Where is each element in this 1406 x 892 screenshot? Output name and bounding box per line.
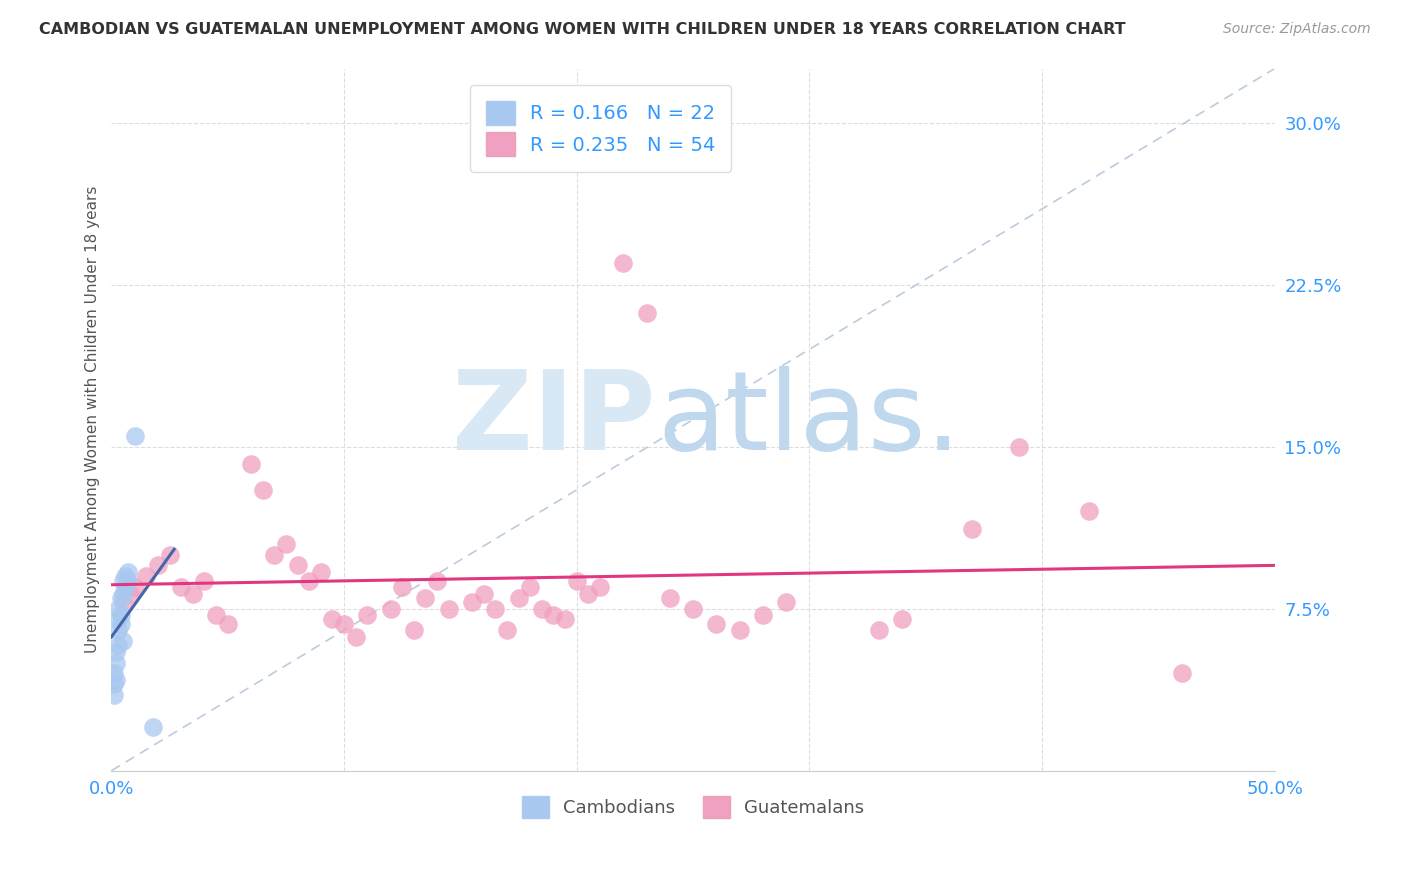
Point [135,569,157,583]
Point [356,608,378,623]
Point [146,558,169,573]
Point [105,645,128,659]
Point [391,580,413,594]
Point [461,595,484,609]
Point [117,574,139,588]
Point [287,558,309,573]
Point [508,591,530,605]
Point [402,624,425,638]
Point [263,548,285,562]
Point [107,601,129,615]
Text: Source: ZipAtlas.com: Source: ZipAtlas.com [1223,22,1371,37]
Point [589,580,612,594]
Point [124,429,146,443]
Point [110,591,132,605]
Point [415,591,437,605]
Point [554,612,576,626]
Point [1008,440,1031,454]
Point [110,616,132,631]
Point [142,721,165,735]
Point [496,624,519,638]
Point [103,666,125,681]
Text: ZIP: ZIP [451,366,655,473]
Point [960,522,983,536]
Text: CAMBODIAN VS GUATEMALAN UNEMPLOYMENT AMONG WOMEN WITH CHILDREN UNDER 18 YEARS CO: CAMBODIAN VS GUATEMALAN UNEMPLOYMENT AMO… [39,22,1126,37]
Point [159,548,181,562]
Point [112,574,135,588]
Point [112,634,135,648]
Point [118,586,141,600]
Point [124,580,146,594]
Point [704,616,727,631]
Point [107,639,129,653]
Point [484,601,506,615]
Legend: Cambodians, Guatemalans: Cambodians, Guatemalans [515,789,872,825]
Point [217,616,239,631]
Point [437,601,460,615]
Point [240,457,263,471]
Text: atlas.: atlas. [658,366,962,473]
Point [107,612,129,626]
Point [380,601,402,615]
Point [170,580,193,594]
Point [658,591,681,605]
Point [107,624,129,638]
Point [775,595,797,609]
Point [1077,504,1099,518]
Y-axis label: Unemployment Among Women with Children Under 18 years: Unemployment Among Women with Children U… [86,186,100,653]
Point [612,256,634,270]
Point [868,624,890,638]
Point [105,656,128,670]
Point [274,537,297,551]
Point [472,586,495,600]
Point [891,612,914,626]
Point [543,608,565,623]
Point [298,574,321,588]
Point [344,630,367,644]
Point [728,624,751,638]
Point [426,574,449,588]
Point [112,595,135,609]
Point [565,574,588,588]
Point [103,677,125,691]
Point [1170,666,1192,681]
Point [112,586,135,600]
Point [333,616,356,631]
Point [114,580,136,594]
Point [576,586,599,600]
Point [321,612,343,626]
Point [252,483,274,497]
Point [519,580,541,594]
Point [117,565,139,579]
Point [309,565,332,579]
Point [103,688,125,702]
Point [205,608,228,623]
Point [530,601,553,615]
Point [752,608,775,623]
Point [682,601,704,615]
Point [110,608,132,623]
Point [181,586,204,600]
Point [105,673,128,687]
Point [193,574,215,588]
Point [636,306,658,320]
Point [114,569,136,583]
